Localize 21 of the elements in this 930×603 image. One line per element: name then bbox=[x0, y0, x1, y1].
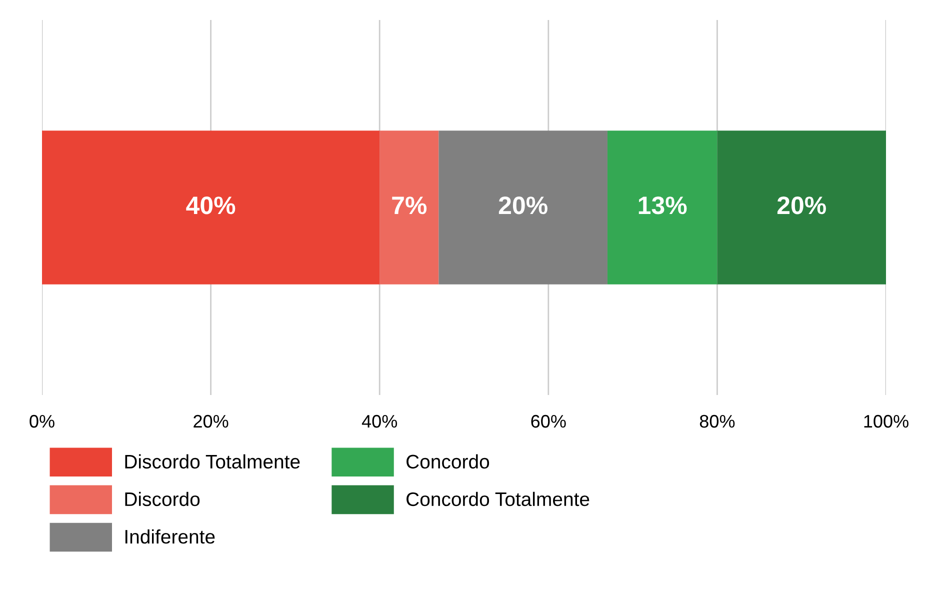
bar bbox=[42, 130, 380, 284]
x-tick-label: 100% bbox=[864, 414, 908, 428]
x-tick-label: 20% bbox=[194, 414, 228, 428]
x-tick-label: 40% bbox=[362, 414, 398, 428]
legend-label: Concordo Totalmente bbox=[406, 492, 590, 506]
legend-label: Concordo bbox=[406, 454, 490, 469]
bar bbox=[380, 130, 439, 284]
bar bbox=[717, 130, 886, 284]
legend-label: Discordo bbox=[125, 492, 200, 506]
x-tick-label: 0% bbox=[30, 414, 54, 428]
legend-label: Indiferente bbox=[125, 529, 215, 544]
data-label: 40% bbox=[186, 196, 236, 214]
data-label: 13% bbox=[638, 196, 687, 214]
data-label: 20% bbox=[777, 196, 826, 214]
x-tick-label: 60% bbox=[531, 414, 566, 428]
data-label: 20% bbox=[498, 196, 548, 214]
bar bbox=[607, 130, 718, 284]
data-label: 7% bbox=[392, 196, 427, 214]
bar bbox=[438, 130, 608, 284]
legend-label: Discordo Totalmente bbox=[125, 454, 300, 469]
x-tick-label: 80% bbox=[700, 414, 735, 428]
